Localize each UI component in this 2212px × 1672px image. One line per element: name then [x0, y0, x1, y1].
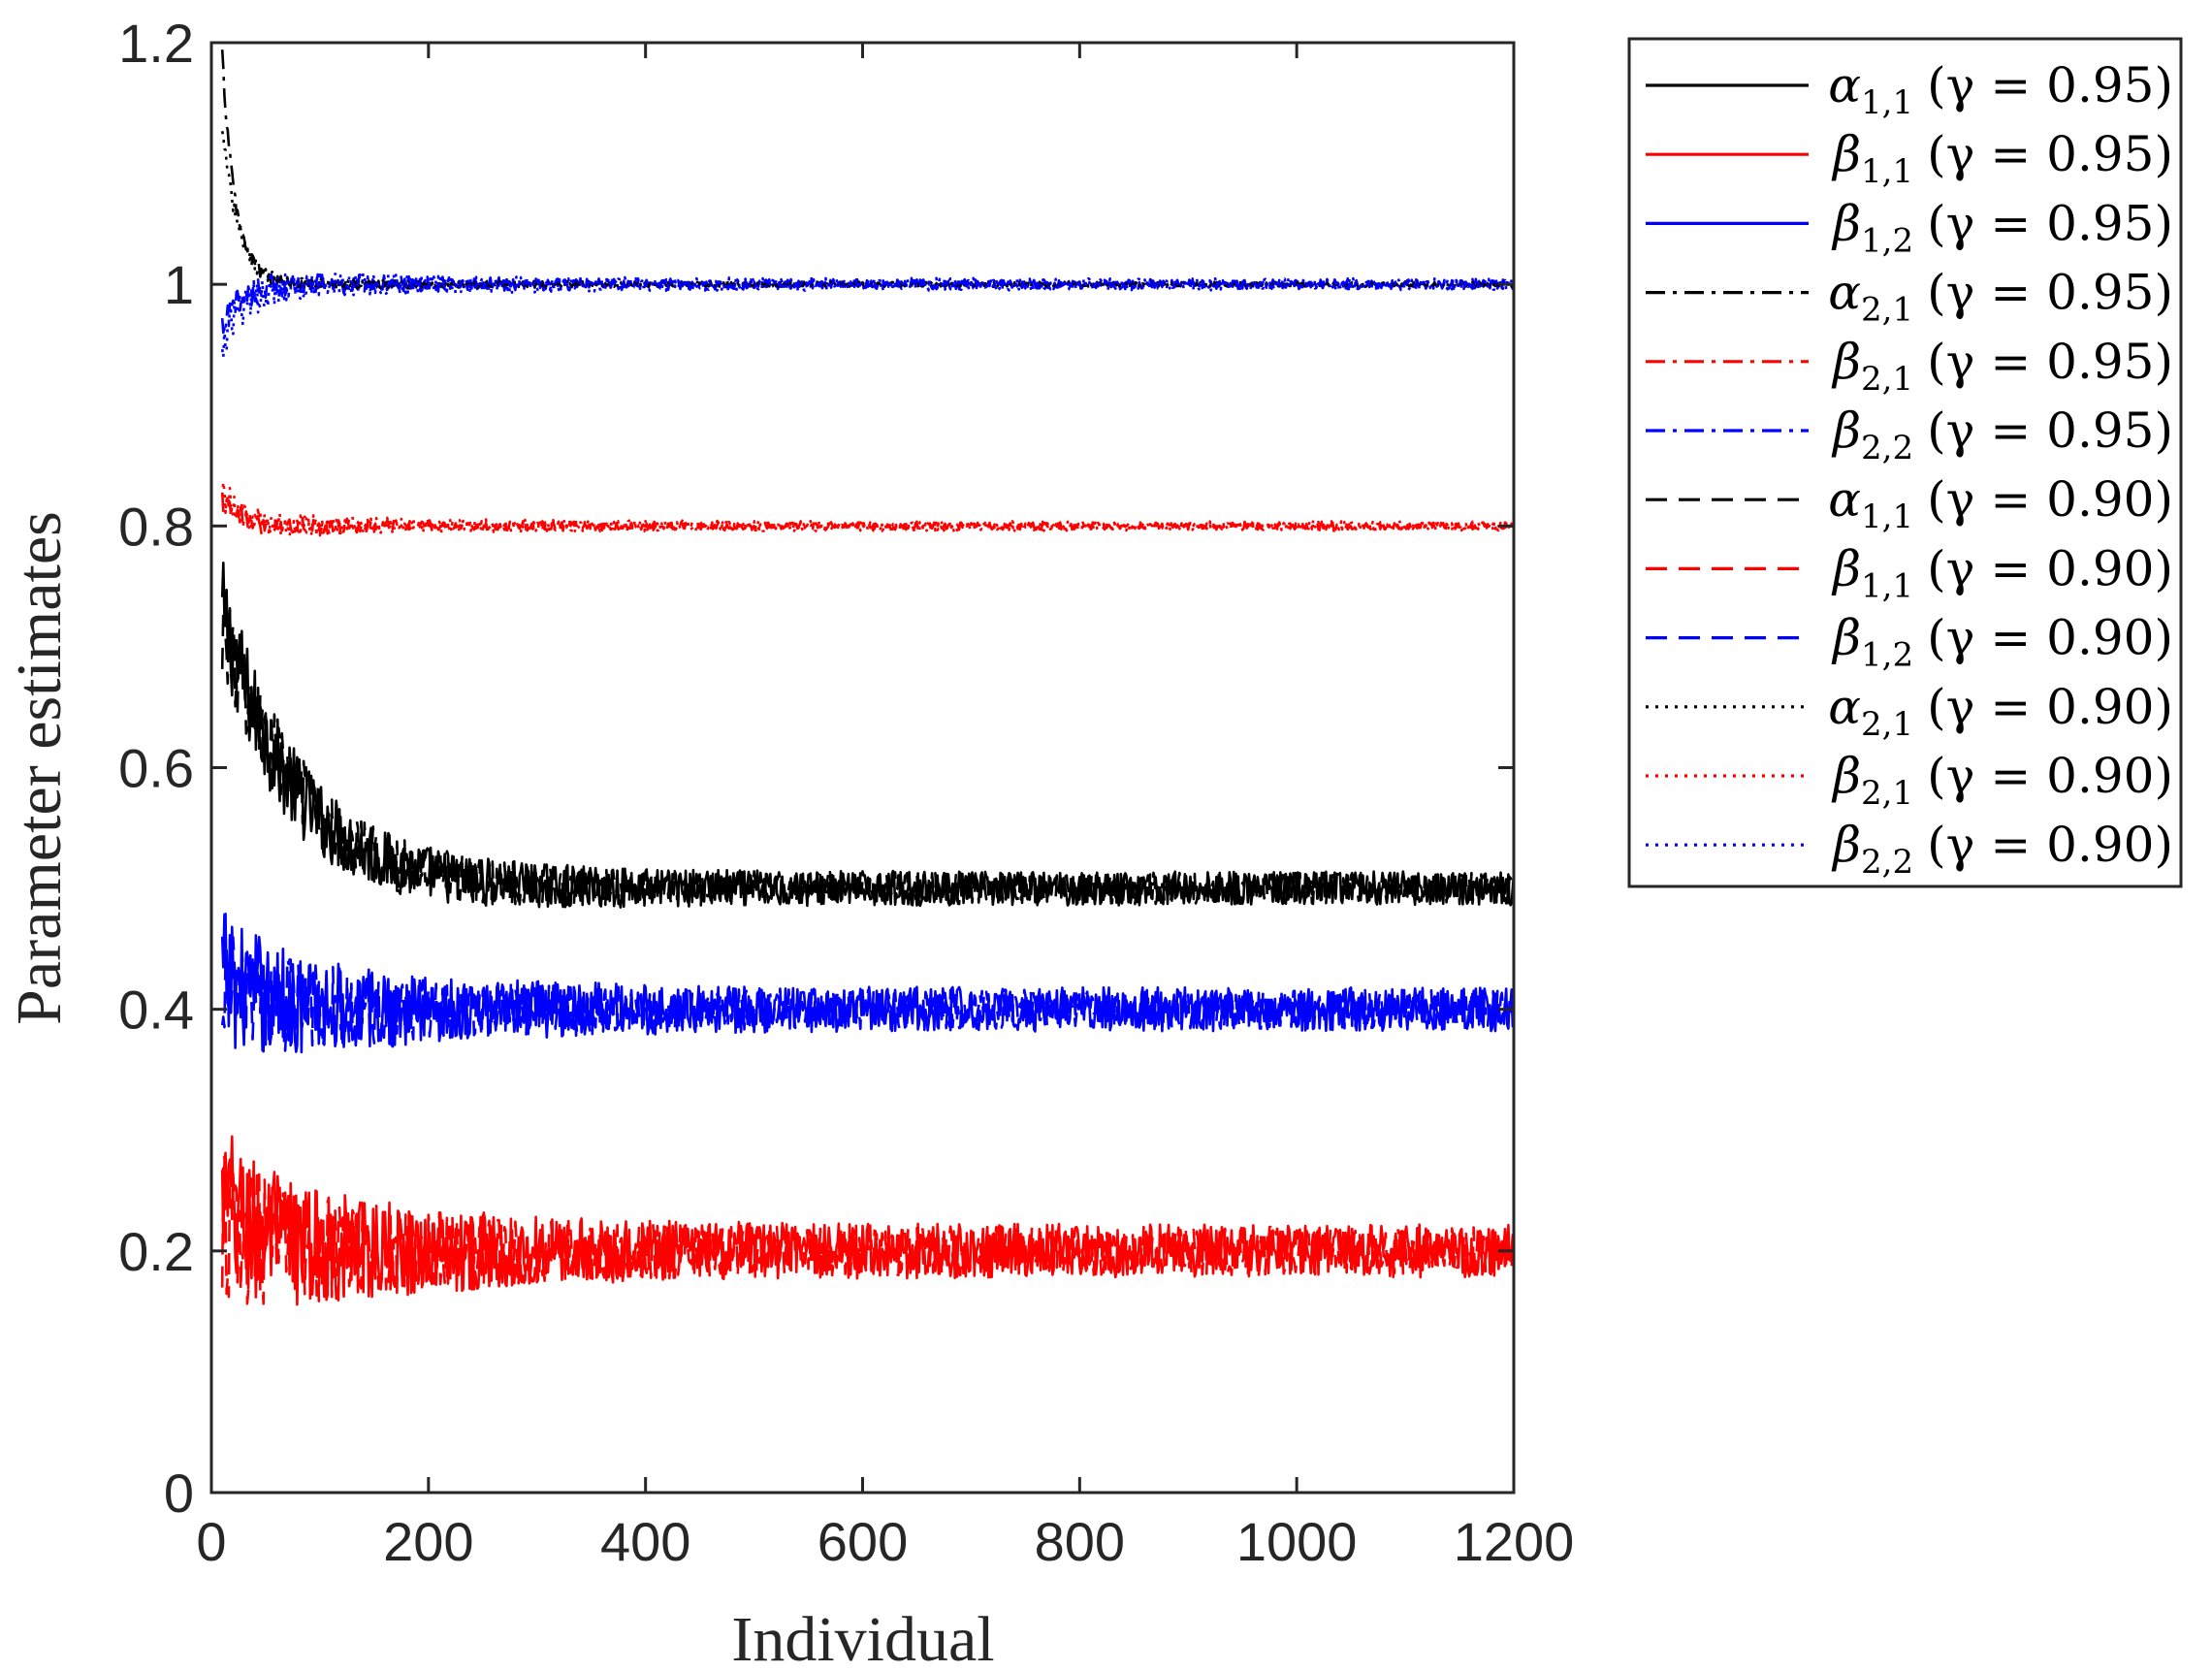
legend-label: α1,1 (γ = 0.90): [1828, 471, 2173, 536]
series-group: [220, 49, 1516, 1306]
legend-item: α2,1 (γ = 0.90): [1646, 679, 2173, 744]
legend: α1,1 (γ = 0.95)β1,1 (γ = 0.95)β1,2 (γ = 0.9…: [1627, 37, 2183, 888]
y-tick-label: 1: [164, 254, 194, 315]
series-line-9: [220, 936, 1516, 1052]
x-tick-label: 0: [196, 1511, 226, 1572]
legend-item: β1,1 (γ = 0.95): [1646, 126, 2173, 191]
x-tick-label: 600: [817, 1511, 908, 1572]
x-axis-title: Individual: [731, 1604, 994, 1672]
legend-label: β2,2 (γ = 0.95): [1831, 402, 2173, 467]
legend-label: β1,1 (γ = 0.90): [1831, 540, 2173, 605]
legend-label: β1,2 (γ = 0.90): [1831, 610, 2173, 675]
legend-label: α2,1 (γ = 0.90): [1828, 679, 2173, 744]
x-tick-label: 200: [383, 1511, 473, 1572]
series-line-11: [220, 480, 1516, 537]
y-axis: 0 0.2 0.4 0.6 0.8 1 1.2: [118, 13, 1514, 1524]
y-tick-label: 0.8: [118, 496, 194, 557]
x-tick-label: 1000: [1236, 1511, 1358, 1572]
y-axis-title: Parameter estimates: [4, 511, 75, 1025]
x-tick-label: 400: [600, 1511, 690, 1572]
legend-item: β1,1 (γ = 0.90): [1646, 540, 2173, 605]
legend-item: β1,2 (γ = 0.95): [1646, 195, 2173, 260]
plot-area: 0 200 400 600 800 1000 1200 0 0.2 0.4 0.6 0.8 1 1.2: [118, 13, 1574, 1572]
legend-item: β2,1 (γ = 0.95): [1646, 334, 2173, 399]
legend-item: α1,1 (γ = 0.90): [1646, 471, 2173, 536]
series-line-8: [220, 1154, 1515, 1305]
legend-item: α1,1 (γ = 0.95): [1646, 57, 2173, 122]
legend-items: α1,1 (γ = 0.95)β1,1 (γ = 0.95)β1,2 (γ = 0.9…: [1646, 57, 2173, 882]
legend-item: β1,2 (γ = 0.90): [1646, 610, 2173, 675]
legend-item: α2,1 (γ = 0.95): [1646, 265, 2173, 330]
x-tick-label: 800: [1035, 1511, 1125, 1572]
legend-label: β1,1 (γ = 0.95): [1831, 126, 2173, 191]
legend-label: α1,1 (γ = 0.95): [1828, 57, 2173, 122]
legend-item: β2,2 (γ = 0.90): [1646, 817, 2173, 882]
legend-label: α2,1 (γ = 0.95): [1828, 265, 2173, 330]
y-tick-label: 0.4: [118, 980, 194, 1041]
y-tick-label: 1.2: [118, 13, 194, 74]
y-tick-label: 0.2: [118, 1221, 194, 1282]
legend-label: β1,2 (γ = 0.95): [1831, 195, 2173, 260]
legend-label: β2,1 (γ = 0.95): [1831, 334, 2173, 399]
legend-label: β2,1 (γ = 0.90): [1831, 748, 2173, 813]
series-line-12: [220, 272, 1516, 359]
legend-item: β2,2 (γ = 0.95): [1646, 402, 2173, 467]
y-tick-label: 0: [164, 1463, 194, 1524]
legend-box: [1627, 37, 2183, 888]
legend-label: β2,2 (γ = 0.90): [1831, 817, 2173, 882]
x-axis: 0 200 400 600 800 1000 1200: [196, 43, 1574, 1572]
legend-item: β2,1 (γ = 0.90): [1646, 748, 2173, 813]
series-line-7: [220, 603, 1516, 908]
y-tick-label: 0.6: [118, 738, 194, 799]
x-tick-label: 1200: [1454, 1511, 1575, 1572]
